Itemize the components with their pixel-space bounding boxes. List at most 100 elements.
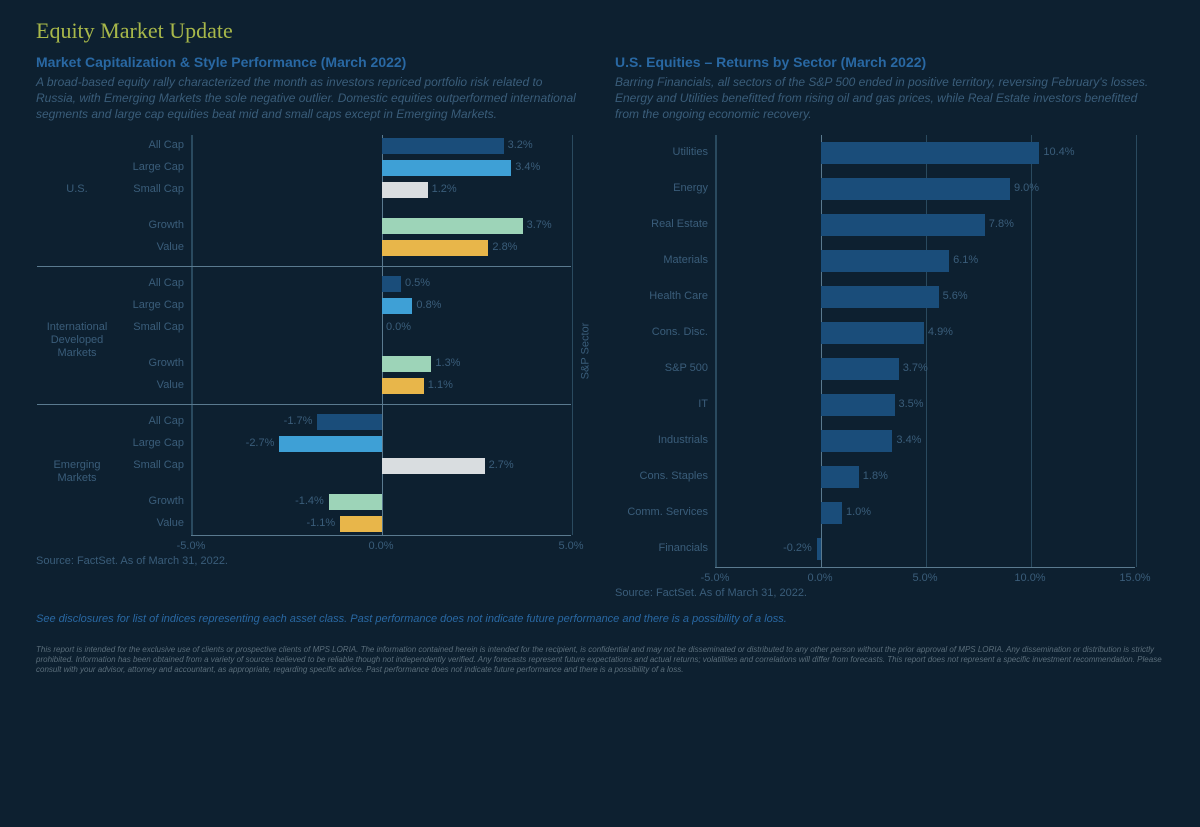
x-tick-label: 10.0% (1014, 572, 1045, 584)
bar (382, 458, 485, 474)
group-label: Emerging Markets (37, 459, 117, 485)
bar (382, 182, 428, 198)
bar (329, 494, 382, 510)
bar-category-label: Growth (149, 219, 192, 231)
bar (821, 142, 1039, 164)
group-divider (37, 404, 571, 405)
bar (821, 466, 859, 488)
bar-value-label: 2.8% (492, 241, 517, 253)
bar (382, 240, 488, 256)
x-tick-label: -5.0% (177, 540, 206, 552)
right-chart: S&P SectorUtilities10.4%Energy9.0%Real E… (615, 135, 1164, 585)
bar-category-label: Small Cap (133, 183, 192, 195)
bar-gap (192, 201, 571, 215)
bar-row: Utilities10.4% (716, 135, 1135, 171)
bar-value-label: 3.4% (515, 161, 540, 173)
right-column: U.S. Equities – Returns by Sector (March… (615, 54, 1164, 599)
bar (821, 322, 924, 344)
disclosure-text: See disclosures for list of indices repr… (36, 613, 1164, 625)
x-tick-label: 0.0% (368, 540, 393, 552)
bar-category-label: Health Care (649, 290, 716, 302)
gridline (1136, 135, 1137, 567)
bar-category-label: All Cap (149, 277, 192, 289)
bar (340, 516, 382, 532)
left-source: Source: FactSet. As of March 31, 2022. (36, 555, 585, 567)
bar-row: Health Care5.6% (716, 279, 1135, 315)
y-axis-title: S&P Sector (579, 322, 591, 379)
left-chart-title: Market Capitalization & Style Performanc… (36, 54, 585, 70)
bar-row: Value-1.1% (192, 513, 571, 535)
bar (382, 276, 401, 292)
bar-category-label: Small Cap (133, 321, 192, 333)
bar-category-label: Small Cap (133, 459, 192, 471)
bar-row: Comm. Services1.0% (716, 495, 1135, 531)
bar-value-label: 10.4% (1043, 146, 1074, 158)
bar-category-label: Value (157, 241, 192, 253)
bar (821, 250, 949, 272)
bar (317, 414, 382, 430)
bar-row: Energy9.0% (716, 171, 1135, 207)
bar-value-label: 1.2% (432, 183, 457, 195)
bar-row: All Cap-1.7% (192, 411, 571, 433)
bar-row: Large Cap-2.7% (192, 433, 571, 455)
bar-row: Growth1.3% (192, 353, 571, 375)
bar-category-label: Industrials (658, 434, 716, 446)
bar-category-label: Energy (673, 182, 716, 194)
x-tick-label: -5.0% (701, 572, 730, 584)
bar-value-label: 0.0% (386, 321, 411, 333)
bar-category-label: Value (157, 379, 192, 391)
bar-value-label: 6.1% (953, 254, 978, 266)
x-tick-label: 5.0% (558, 540, 583, 552)
x-axis: -5.0%0.0%5.0% (191, 535, 571, 553)
bar (821, 214, 985, 236)
bar-row: All Cap3.2% (192, 135, 571, 157)
bar (382, 218, 523, 234)
chart-columns: Market Capitalization & Style Performanc… (36, 54, 1164, 599)
bar-value-label: 0.8% (416, 299, 441, 311)
bar (382, 160, 511, 176)
bar-value-label: 3.4% (896, 434, 921, 446)
bar-value-label: -1.7% (284, 415, 313, 427)
bar-category-label: All Cap (149, 139, 192, 151)
bar-category-label: All Cap (149, 415, 192, 427)
bar-value-label: 7.8% (989, 218, 1014, 230)
x-axis: -5.0%0.0%5.0%10.0%15.0% (715, 567, 1135, 585)
bar (821, 430, 892, 452)
fine-print: This report is intended for the exclusiv… (36, 645, 1164, 676)
bar-value-label: 3.7% (903, 362, 928, 374)
bar (382, 138, 504, 154)
bar-value-label: 1.0% (846, 506, 871, 518)
bar (279, 436, 382, 452)
bar-value-label: 1.8% (863, 470, 888, 482)
bar-value-label: 3.5% (899, 398, 924, 410)
bar-category-label: Cons. Disc. (652, 326, 716, 338)
bar (382, 298, 412, 314)
left-chart: All Cap3.2%Large Cap3.4%Small Cap1.2%Gro… (36, 135, 585, 553)
bar-value-label: 2.7% (489, 459, 514, 471)
bar-value-label: -1.1% (306, 517, 335, 529)
bar-category-label: Cons. Staples (640, 470, 716, 482)
bar-value-label: 5.6% (943, 290, 968, 302)
bar-category-label: Growth (149, 357, 192, 369)
bar-value-label: 0.5% (405, 277, 430, 289)
left-plot: All Cap3.2%Large Cap3.4%Small Cap1.2%Gro… (191, 135, 571, 535)
right-chart-desc: Barring Financials, all sectors of the S… (615, 74, 1164, 123)
x-tick-label: 15.0% (1119, 572, 1150, 584)
bar-row: Growth3.7% (192, 215, 571, 237)
bar-row: Small Cap1.2% (192, 179, 571, 201)
bar-category-label: Materials (663, 254, 716, 266)
bar (821, 178, 1010, 200)
bar-category-label: S&P 500 (665, 362, 716, 374)
bar-value-label: 4.9% (928, 326, 953, 338)
gridline (572, 135, 573, 535)
bar-category-label: Growth (149, 495, 192, 507)
bar-category-label: Large Cap (133, 161, 192, 173)
bar-value-label: 9.0% (1014, 182, 1039, 194)
bar-row: Small Cap2.7% (192, 455, 571, 477)
bar-row: IT3.5% (716, 387, 1135, 423)
bar-row: Value1.1% (192, 375, 571, 397)
bar-row: Financials-0.2% (716, 531, 1135, 567)
left-column: Market Capitalization & Style Performanc… (36, 54, 585, 599)
bar-row: S&P 5003.7% (716, 351, 1135, 387)
bar-category-label: Large Cap (133, 299, 192, 311)
